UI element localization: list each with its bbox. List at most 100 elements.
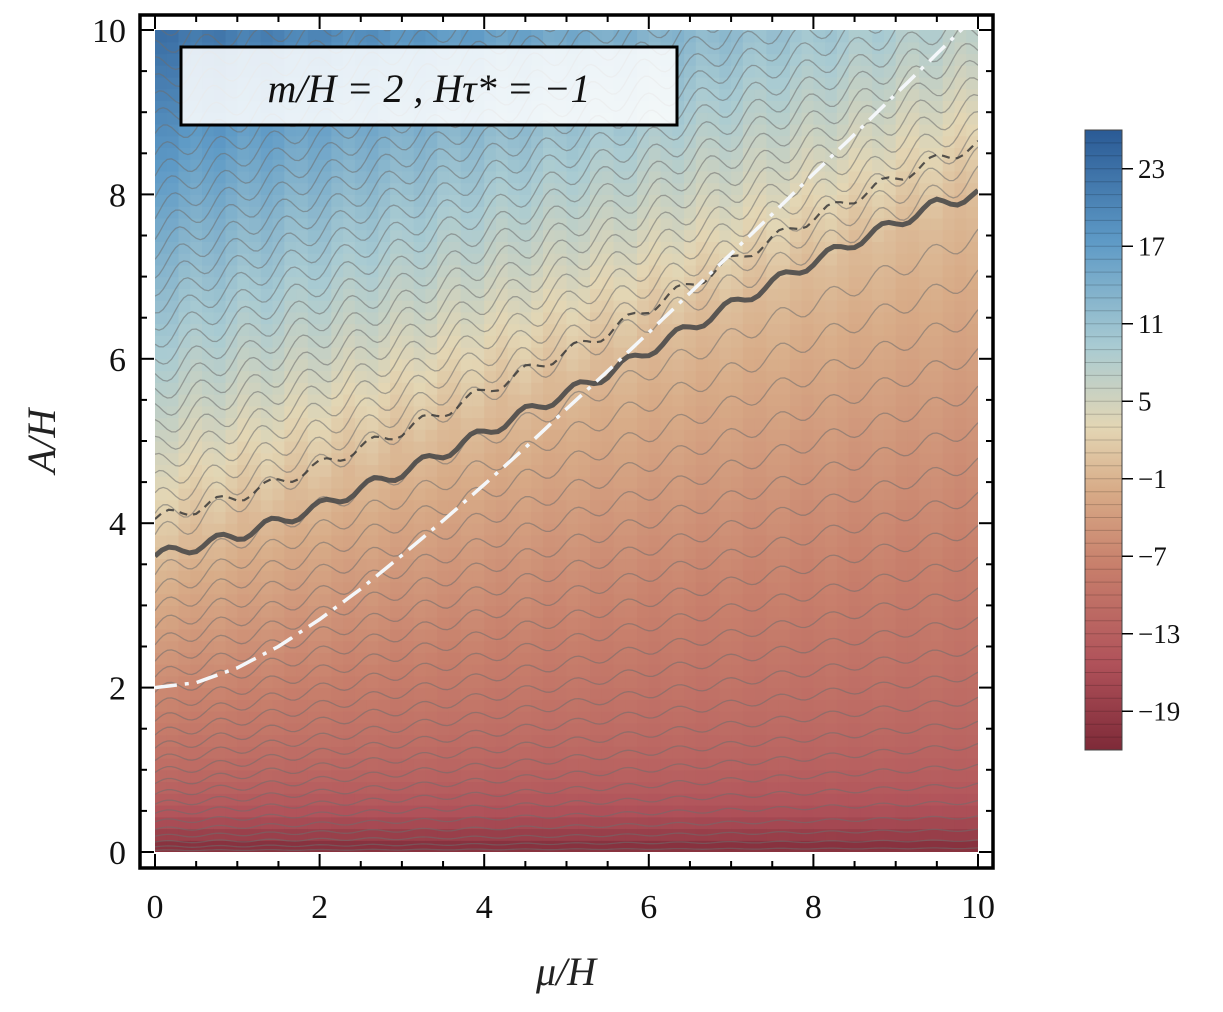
heatmap-cell <box>942 628 956 642</box>
heatmap-cell <box>213 758 227 771</box>
heatmap-cell <box>590 746 603 759</box>
heatmap-cell <box>813 405 826 419</box>
heatmap-cell <box>672 276 685 289</box>
heatmap-cell <box>542 523 556 536</box>
heatmap-cell <box>237 229 250 242</box>
heatmap-cell <box>836 311 850 325</box>
heatmap-cell <box>695 523 709 536</box>
heatmap-cell <box>343 441 356 454</box>
heatmap-cell <box>695 264 709 278</box>
heatmap-cell <box>731 476 744 489</box>
heatmap-cell <box>742 593 756 606</box>
heatmap-cell <box>766 487 779 501</box>
heatmap-cell <box>225 241 238 254</box>
heatmap-cell <box>648 805 662 818</box>
heatmap-cell <box>237 135 250 149</box>
heatmap-cell <box>942 112 956 125</box>
heatmap-cell <box>813 182 826 195</box>
heatmap-cell <box>695 511 709 524</box>
heatmap-cell <box>307 30 321 43</box>
heatmap-cell <box>954 687 967 700</box>
heatmap-cell <box>930 487 944 501</box>
heatmap-cell <box>554 417 568 430</box>
heatmap-cell <box>684 617 697 630</box>
heatmap-cell <box>401 335 415 348</box>
heatmap-cell <box>907 793 920 806</box>
heatmap-cell <box>789 100 803 113</box>
heatmap-cell <box>202 358 215 372</box>
heatmap-cell <box>413 370 427 383</box>
heatmap-cell <box>202 311 215 325</box>
heatmap-cell <box>731 170 744 184</box>
heatmap-cell <box>307 840 321 852</box>
heatmap-cell <box>519 640 532 653</box>
heatmap-cell <box>625 135 638 149</box>
heatmap-cell <box>519 523 532 536</box>
heatmap-cell <box>166 511 180 524</box>
heatmap-cell <box>895 241 909 254</box>
heatmap-cell <box>507 758 521 771</box>
heatmap-cell <box>872 405 885 419</box>
heatmap-cell <box>637 452 650 466</box>
heatmap-cell <box>836 100 850 113</box>
heatmap-cell <box>190 593 203 606</box>
heatmap-cell <box>731 335 744 348</box>
heatmap-cell <box>401 135 415 149</box>
heatmap-cell <box>554 464 568 477</box>
heatmap-cell <box>460 523 474 536</box>
heatmap-cell <box>260 30 274 43</box>
heatmap-cell <box>354 311 368 325</box>
heatmap-cell <box>789 335 803 348</box>
heatmap-cell <box>954 229 967 242</box>
heatmap-cell <box>460 476 474 489</box>
heatmap-cell <box>836 593 850 606</box>
heatmap-cell <box>637 699 650 712</box>
heatmap-cell <box>155 335 168 348</box>
heatmap-cell <box>178 123 191 137</box>
heatmap-cell <box>484 182 497 195</box>
heatmap-cell <box>660 429 673 442</box>
heatmap-cell <box>566 581 579 595</box>
heatmap-cell <box>272 405 285 419</box>
heatmap-cell <box>366 628 379 642</box>
heatmap-cell <box>825 382 838 395</box>
heatmap-cell <box>519 781 532 794</box>
heatmap-cell <box>613 135 626 149</box>
heatmap-cell <box>437 135 450 149</box>
heatmap-cell <box>507 123 521 137</box>
heatmap-cell <box>484 523 497 536</box>
heatmap-cell <box>919 370 932 383</box>
heatmap-cell <box>778 734 791 747</box>
heatmap-cell <box>378 30 391 43</box>
heatmap-cell <box>472 417 485 430</box>
heatmap-cell <box>778 347 791 360</box>
heatmap-cell <box>531 417 544 430</box>
heatmap-cell <box>613 335 626 348</box>
heatmap-cell <box>930 840 944 852</box>
heatmap-cell <box>731 558 744 571</box>
heatmap-cell <box>883 793 897 806</box>
heatmap-cell <box>919 581 932 595</box>
heatmap-cell <box>554 722 568 736</box>
heatmap-cell <box>307 628 321 642</box>
heatmap-cell <box>825 229 838 242</box>
heatmap-cell <box>872 464 885 477</box>
heatmap-cell <box>460 135 474 149</box>
heatmap-cell <box>731 417 744 430</box>
heatmap-cell <box>390 640 403 653</box>
heatmap-cell <box>390 805 403 818</box>
heatmap-cell <box>719 581 732 595</box>
heatmap-cell <box>413 464 427 477</box>
heatmap-cell <box>542 722 556 736</box>
heatmap-cell <box>895 793 909 806</box>
heatmap-cell <box>684 523 697 536</box>
heatmap-cell <box>695 358 709 372</box>
heatmap-cell <box>719 828 732 841</box>
heatmap-cell <box>731 311 744 325</box>
heatmap-cell <box>319 194 332 207</box>
heatmap-cell <box>178 511 191 524</box>
heatmap-cell <box>507 793 521 806</box>
heatmap-cell <box>613 699 626 712</box>
heatmap-cell <box>319 429 332 442</box>
heatmap-cell <box>648 617 662 630</box>
